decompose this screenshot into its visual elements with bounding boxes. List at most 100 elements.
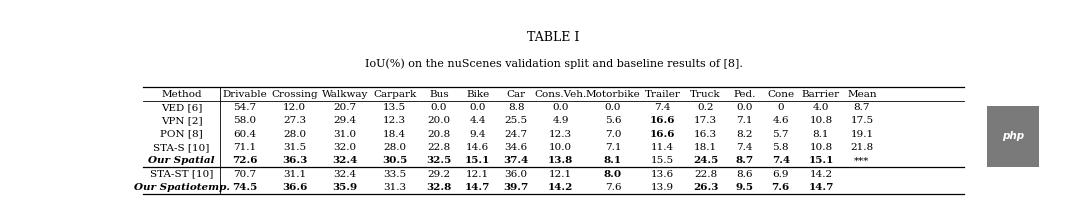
Text: 8.2: 8.2: [737, 130, 753, 139]
Text: 28.0: 28.0: [283, 130, 307, 139]
Text: 13.8: 13.8: [548, 156, 573, 165]
Text: 21.8: 21.8: [850, 143, 874, 152]
Text: 10.8: 10.8: [809, 143, 833, 152]
Text: 54.7: 54.7: [233, 103, 256, 112]
Text: 10.8: 10.8: [809, 116, 833, 125]
Text: 17.3: 17.3: [694, 116, 717, 125]
Text: 9.4: 9.4: [470, 130, 486, 139]
Text: 22.8: 22.8: [428, 143, 450, 152]
Text: 14.7: 14.7: [808, 183, 834, 192]
Text: 36.0: 36.0: [504, 170, 528, 179]
Text: Our Spatial: Our Spatial: [148, 156, 215, 165]
Text: 70.7: 70.7: [233, 170, 256, 179]
Text: 12.1: 12.1: [467, 170, 489, 179]
Text: 35.9: 35.9: [333, 183, 357, 192]
Text: 8.0: 8.0: [604, 170, 622, 179]
Text: VPN [2]: VPN [2]: [161, 116, 202, 125]
Text: 20.7: 20.7: [334, 103, 356, 112]
Text: 0.0: 0.0: [552, 103, 569, 112]
Text: 7.1: 7.1: [605, 143, 621, 152]
Text: 28.0: 28.0: [383, 143, 406, 152]
Text: 0.0: 0.0: [470, 103, 486, 112]
Text: 19.1: 19.1: [850, 130, 874, 139]
Text: 8.1: 8.1: [604, 156, 622, 165]
Text: php: php: [1002, 131, 1024, 141]
Text: VED [6]: VED [6]: [161, 103, 202, 112]
Text: 14.2: 14.2: [548, 183, 573, 192]
Text: 27.3: 27.3: [283, 116, 307, 125]
Text: 22.8: 22.8: [694, 170, 717, 179]
Text: PON [8]: PON [8]: [160, 130, 203, 139]
Text: 14.6: 14.6: [467, 143, 489, 152]
Text: 4.6: 4.6: [772, 116, 789, 125]
Text: 36.6: 36.6: [282, 183, 308, 192]
Text: Barrier: Barrier: [801, 90, 840, 99]
Text: 7.4: 7.4: [737, 143, 753, 152]
Text: Truck: Truck: [690, 90, 721, 99]
Text: 16.3: 16.3: [694, 130, 717, 139]
Text: 11.4: 11.4: [651, 143, 674, 152]
Text: 25.5: 25.5: [504, 116, 528, 125]
Text: Trailer: Trailer: [645, 90, 680, 99]
Text: 7.6: 7.6: [771, 183, 789, 192]
Text: 32.4: 32.4: [333, 156, 357, 165]
Text: Our Spatiotemp.: Our Spatiotemp.: [134, 183, 230, 192]
Text: 71.1: 71.1: [233, 143, 256, 152]
Text: 15.5: 15.5: [651, 156, 674, 165]
Text: 32.0: 32.0: [334, 143, 356, 152]
Text: STA-ST [10]: STA-ST [10]: [150, 170, 213, 179]
Text: ***: ***: [854, 156, 869, 165]
Text: 18.1: 18.1: [694, 143, 717, 152]
Text: 20.0: 20.0: [428, 116, 450, 125]
Text: 4.9: 4.9: [552, 116, 569, 125]
Text: Drivable: Drivable: [222, 90, 267, 99]
Text: 33.5: 33.5: [383, 170, 406, 179]
Text: 60.4: 60.4: [233, 130, 256, 139]
Text: 34.6: 34.6: [504, 143, 528, 152]
Text: 0.0: 0.0: [737, 103, 753, 112]
Text: Car: Car: [507, 90, 526, 99]
Text: TABLE I: TABLE I: [527, 31, 580, 44]
Text: 9.5: 9.5: [735, 183, 754, 192]
Text: 32.5: 32.5: [427, 156, 451, 165]
Text: 7.0: 7.0: [605, 130, 621, 139]
Text: 7.4: 7.4: [654, 103, 671, 112]
Text: 10.0: 10.0: [549, 143, 572, 152]
Text: Cone: Cone: [767, 90, 794, 99]
Text: 8.1: 8.1: [812, 130, 829, 139]
Text: 7.4: 7.4: [771, 156, 789, 165]
Text: 16.6: 16.6: [650, 116, 675, 125]
Text: 31.5: 31.5: [283, 143, 307, 152]
Text: 7.6: 7.6: [605, 183, 621, 192]
Text: 58.0: 58.0: [233, 116, 256, 125]
Text: Walkway: Walkway: [322, 90, 368, 99]
Text: 24.5: 24.5: [693, 156, 718, 165]
Text: Motorbike: Motorbike: [585, 90, 640, 99]
Text: 72.6: 72.6: [232, 156, 257, 165]
Text: 16.6: 16.6: [650, 130, 675, 139]
Text: 12.3: 12.3: [383, 116, 406, 125]
Text: 4.4: 4.4: [470, 116, 486, 125]
Text: 31.0: 31.0: [334, 130, 356, 139]
Text: Cons.Veh.: Cons.Veh.: [535, 90, 586, 99]
Text: IoU(%) on the nuScenes validation split and baseline results of [8].: IoU(%) on the nuScenes validation split …: [365, 59, 742, 69]
Text: 17.5: 17.5: [850, 116, 874, 125]
Text: 29.4: 29.4: [334, 116, 356, 125]
Text: 5.6: 5.6: [605, 116, 621, 125]
Text: 5.7: 5.7: [772, 130, 789, 139]
Text: 0.2: 0.2: [698, 103, 714, 112]
Text: 15.1: 15.1: [464, 156, 490, 165]
Text: 13.6: 13.6: [651, 170, 674, 179]
Text: 74.5: 74.5: [232, 183, 257, 192]
Text: Bus: Bus: [429, 90, 449, 99]
Text: 26.3: 26.3: [693, 183, 718, 192]
Text: 13.5: 13.5: [383, 103, 406, 112]
Text: 31.3: 31.3: [383, 183, 406, 192]
Text: 8.7: 8.7: [853, 103, 870, 112]
Text: 8.6: 8.6: [737, 170, 753, 179]
Text: 18.4: 18.4: [383, 130, 406, 139]
Text: 8.8: 8.8: [508, 103, 525, 112]
Text: 15.1: 15.1: [808, 156, 834, 165]
Text: 37.4: 37.4: [503, 156, 529, 165]
Text: Ped.: Ped.: [733, 90, 756, 99]
